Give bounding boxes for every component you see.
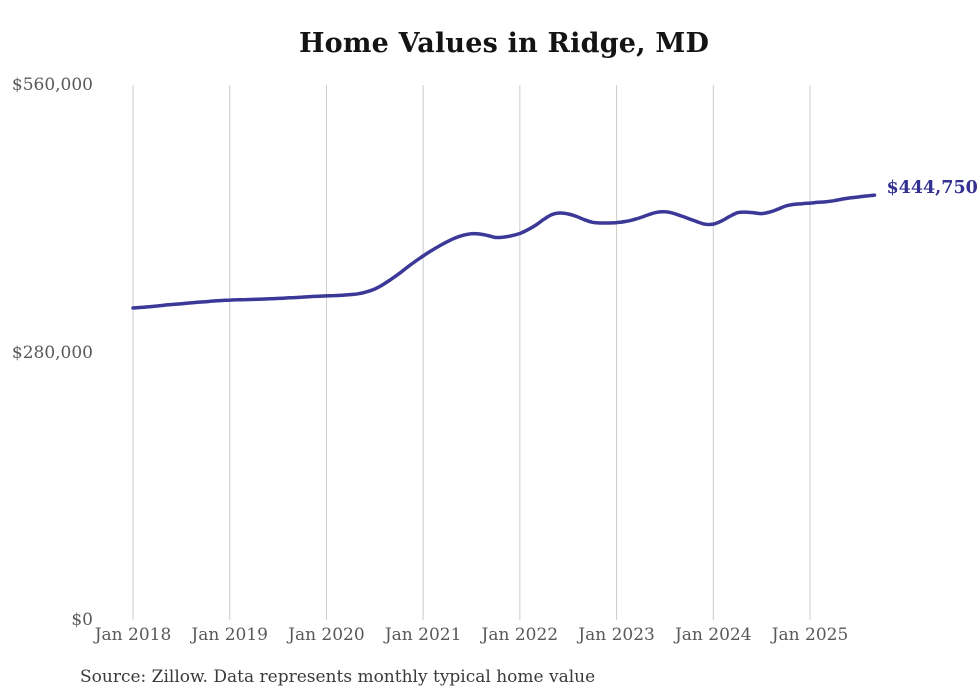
y-tick-label: $560,000: [11, 75, 93, 95]
x-tick-label: Jan 2018: [94, 625, 172, 645]
x-tick-label: Jan 2025: [771, 625, 849, 645]
latest-value-label: $444,750: [886, 178, 978, 199]
y-tick-label: $280,000: [11, 342, 93, 363]
x-tick-label: Jan 2019: [191, 625, 268, 645]
x-tick-label: Jan 2020: [288, 625, 365, 645]
x-tick-label: Jan 2021: [384, 625, 462, 645]
x-tick-label: Jan 2023: [578, 625, 655, 645]
x-tick-label: Jan 2022: [481, 625, 559, 645]
chart-title: Home Values in Ridge, MD: [298, 28, 710, 59]
source-note: Source: Zillow. Data represents monthly …: [80, 667, 596, 687]
x-tick-label: Jan 2024: [674, 625, 752, 645]
value-line: [131, 193, 877, 310]
y-tick-label: $0: [71, 610, 93, 630]
